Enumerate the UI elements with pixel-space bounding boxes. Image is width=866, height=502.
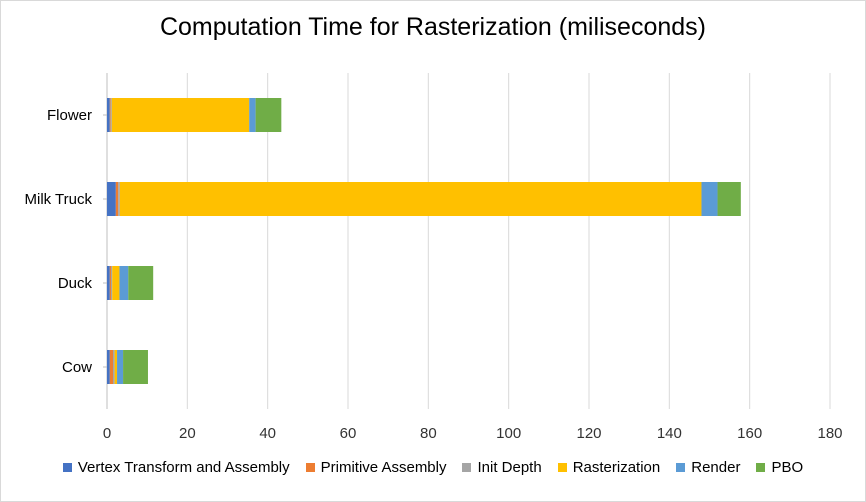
x-tick-label: 120	[576, 425, 601, 442]
bar-segment	[128, 266, 154, 300]
bar-segment	[117, 350, 124, 384]
bar-segment	[114, 350, 118, 384]
bar-segment	[701, 182, 718, 216]
legend-label: Init Depth	[477, 459, 542, 476]
x-tick-label: 80	[420, 425, 437, 442]
legend: Vertex Transform and Assembly Primitive A…	[1, 459, 865, 476]
bar-segment	[717, 182, 741, 216]
bar-segment	[111, 266, 113, 300]
legend-label: PBO	[771, 459, 804, 476]
legend-item: PBO	[756, 459, 803, 476]
legend-swatch	[305, 463, 315, 472]
bar-segment	[118, 182, 120, 216]
legend-swatch	[557, 463, 567, 472]
bar-segment	[107, 350, 110, 384]
legend-swatch	[62, 463, 72, 472]
bar-segment	[255, 98, 282, 132]
bar-segment	[107, 98, 110, 132]
bar-segment	[109, 98, 111, 132]
bar-segment	[119, 182, 702, 216]
x-tick-label: 180	[817, 425, 842, 442]
x-tick-label: 100	[496, 425, 521, 442]
y-category-label: Milk Truck	[25, 191, 93, 208]
chart-title: Computation Time for Rasterization (mili…	[159, 13, 707, 41]
bar-segment	[109, 350, 114, 384]
bar-segment	[113, 350, 115, 384]
y-category-label: Cow	[62, 359, 92, 376]
x-tick-label: 40	[259, 425, 276, 442]
bar-segment	[119, 266, 129, 300]
legend-item: Render	[676, 459, 740, 476]
gridlines	[186, 73, 831, 409]
bar-segment	[107, 182, 116, 216]
bar-segment	[107, 266, 110, 300]
axis-labels: 0 20 40 60 80 100 120 140 160 180 Flower Milk Truck…	[25, 107, 843, 442]
bar-segment	[115, 182, 119, 216]
x-tick-label: 0	[103, 425, 111, 442]
y-category-label: Flower	[47, 107, 92, 124]
legend-item: Primitive Assembly	[305, 459, 447, 476]
bar-segment	[112, 266, 120, 300]
legend-swatch	[462, 463, 472, 472]
y-category-label: Duck	[58, 275, 93, 292]
x-tick-label: 160	[737, 425, 762, 442]
legend-item: Init Depth	[462, 459, 542, 476]
bar-segment	[123, 350, 148, 384]
legend-item: Rasterization	[557, 459, 661, 476]
legend-swatch	[756, 463, 766, 472]
bars	[103, 73, 741, 409]
bar-segment	[110, 98, 112, 132]
x-tick-label: 20	[179, 425, 196, 442]
legend-label: Render	[691, 459, 741, 476]
bar-segment	[111, 98, 250, 132]
bar-segment	[249, 98, 256, 132]
x-tick-label: 140	[657, 425, 682, 442]
bar-segment	[109, 266, 112, 300]
legend-label: Rasterization	[572, 459, 661, 476]
legend-label: Vertex Transform and Assembly	[77, 459, 290, 476]
legend-item: Vertex Transform and Assembly	[62, 459, 290, 476]
legend-label: Primitive Assembly	[320, 459, 447, 476]
legend-swatch	[676, 463, 686, 472]
x-tick-label: 60	[340, 425, 357, 442]
